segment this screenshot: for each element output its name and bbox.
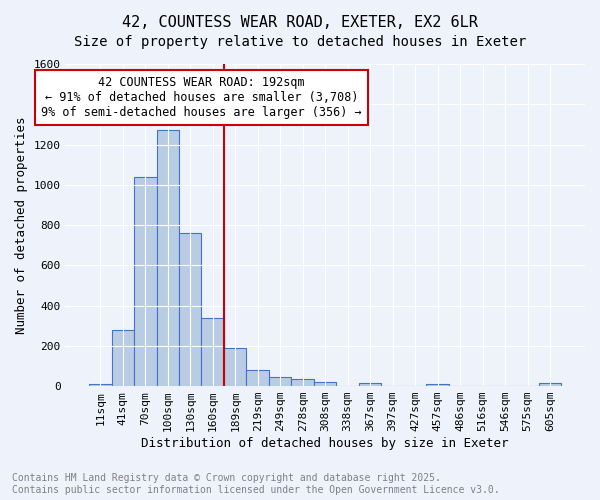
- Bar: [157, 130, 179, 386]
- Text: Contains HM Land Registry data © Crown copyright and database right 2025.
Contai: Contains HM Land Registry data © Crown c…: [12, 474, 500, 495]
- Bar: [202, 318, 224, 386]
- Bar: [427, 384, 449, 386]
- Bar: [292, 380, 314, 386]
- Text: 42, COUNTESS WEAR ROAD, EXETER, EX2 6LR: 42, COUNTESS WEAR ROAD, EXETER, EX2 6LR: [122, 15, 478, 30]
- Bar: [314, 382, 337, 386]
- Bar: [179, 233, 202, 386]
- Bar: [247, 370, 269, 386]
- Bar: [359, 383, 382, 386]
- Bar: [112, 330, 134, 386]
- Text: Size of property relative to detached houses in Exeter: Size of property relative to detached ho…: [74, 35, 526, 49]
- Bar: [134, 176, 157, 386]
- Y-axis label: Number of detached properties: Number of detached properties: [15, 116, 28, 334]
- Bar: [224, 348, 247, 386]
- Text: 42 COUNTESS WEAR ROAD: 192sqm
← 91% of detached houses are smaller (3,708)
9% of: 42 COUNTESS WEAR ROAD: 192sqm ← 91% of d…: [41, 76, 362, 119]
- Bar: [269, 377, 292, 386]
- X-axis label: Distribution of detached houses by size in Exeter: Distribution of detached houses by size …: [142, 437, 509, 450]
- Bar: [539, 383, 562, 386]
- Bar: [89, 384, 112, 386]
